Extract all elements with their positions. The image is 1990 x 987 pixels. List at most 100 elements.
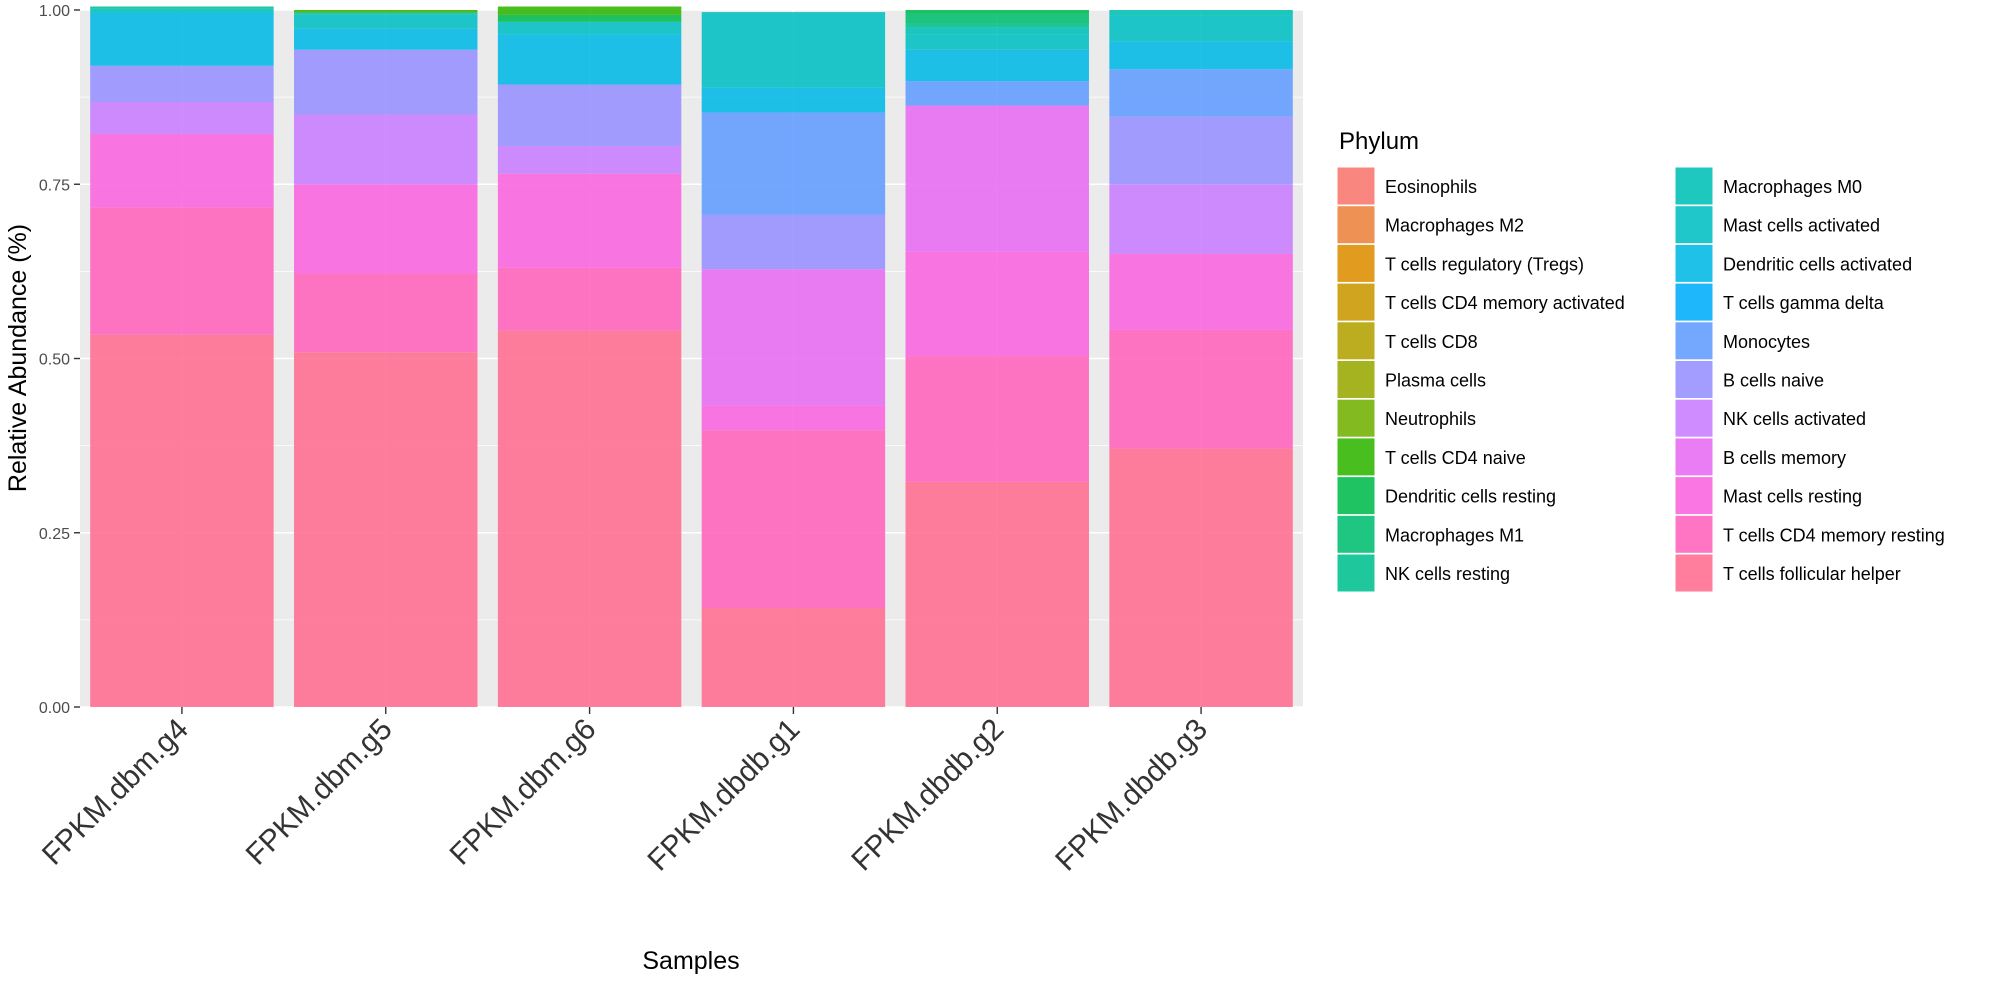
legend-key (1336, 476, 1376, 516)
legend-key (1674, 243, 1714, 283)
legend-label: T cells gamma delta (1723, 293, 1885, 313)
x-tick-label: FPKM.dbm.g4 (36, 713, 195, 872)
legend-key (1336, 282, 1376, 322)
y-tick-label: 1.00 (39, 3, 70, 20)
x-axis: FPKM.dbm.g4 FPKM.dbm.g5 FPKM.dbm.g6 FPKM.db… (36, 707, 1214, 877)
legend-key (1336, 514, 1376, 554)
legend-label: Macrophages M2 (1385, 216, 1524, 236)
bar-segment (905, 81, 1089, 106)
bar-segment (497, 330, 682, 707)
bar-segment (1109, 69, 1293, 117)
bar-segment (701, 13, 886, 88)
legend-key (1336, 437, 1376, 477)
bar-segment (497, 84, 682, 146)
x-tick-label: FPKM.dbm.g6 (444, 713, 603, 872)
legend-label: Neutrophils (1385, 409, 1476, 429)
legend-label: T cells CD4 naive (1385, 448, 1526, 468)
legend-label: Dendritic cells resting (1385, 487, 1556, 507)
legend-title: Phylum (1339, 128, 1419, 155)
legend-label: Dendritic cells activated (1723, 254, 1912, 274)
bar-segment (294, 114, 478, 185)
legend-key (1674, 205, 1714, 245)
legend-label: T cells CD4 memory activated (1385, 293, 1625, 313)
bar-segment (294, 14, 478, 29)
bar-segment (90, 10, 274, 14)
bar-segment (905, 34, 1089, 50)
x-tick-label: FPKM.dbm.g5 (240, 713, 399, 872)
legend-key (1674, 476, 1714, 516)
legend-label: T cells CD4 memory resting (1723, 525, 1945, 545)
bar-segment (701, 12, 886, 14)
legend-key (1336, 321, 1376, 361)
legend-key (1336, 166, 1376, 206)
bar-segment (701, 608, 886, 707)
bar-segment (905, 27, 1089, 35)
bar-segment (90, 102, 274, 135)
x-axis-title: Samples (642, 947, 739, 975)
bar-segment (90, 13, 274, 66)
bar-segment (701, 430, 886, 609)
bar-segment (1109, 253, 1293, 330)
legend-label: B cells naive (1723, 371, 1824, 391)
legend-label: Monocytes (1723, 332, 1810, 352)
bar-segment (1109, 10, 1293, 16)
bar-segment (497, 267, 682, 331)
legend-key (1336, 360, 1376, 399)
bar-segment (905, 23, 1089, 28)
bar-segment (497, 145, 682, 174)
bar-segment (90, 6, 274, 9)
bar-segment (497, 173, 682, 268)
legend-key (1336, 553, 1376, 593)
bar-segment (905, 10, 1089, 14)
bar-segment (294, 184, 478, 274)
y-tick-label: 0.00 (39, 700, 70, 717)
bar-segment (1109, 448, 1293, 707)
legend-key (1674, 321, 1714, 361)
legend-key (1336, 205, 1376, 245)
bar-segment (701, 87, 886, 113)
bar-segment (294, 12, 478, 15)
legend-key (1674, 360, 1714, 399)
bar-segment (905, 481, 1089, 707)
bar-segment (90, 334, 274, 707)
legend-label: Mast cells activated (1723, 216, 1880, 236)
legend-label: NK cells resting (1385, 564, 1510, 584)
legend-key (1674, 553, 1714, 593)
legend-label: Mast cells resting (1723, 487, 1862, 507)
y-tick-label: 0.75 (39, 177, 70, 194)
legend-key (1336, 243, 1376, 283)
x-tick-label: FPKM.dbdb.g1 (642, 713, 807, 878)
legend-key (1674, 514, 1714, 554)
bar-segment (905, 13, 1089, 24)
bar-segment (1109, 116, 1293, 185)
y-axis-title: Relative Abundance (%) (4, 224, 32, 492)
bar-segment (1109, 41, 1293, 70)
legend-key (1336, 398, 1376, 438)
legend: Phylum Eosinophils Macrophages M2 T cells … (1336, 128, 1945, 593)
y-axis: 0.00 0.25 0.50 0.75 1.00 (39, 3, 80, 717)
bar-segment (701, 269, 886, 406)
bar-segment (497, 14, 682, 22)
bar-segment (294, 28, 478, 50)
bar-segment (701, 405, 886, 431)
bar-segment (497, 21, 682, 35)
legend-label: Macrophages M0 (1723, 177, 1862, 197)
bar-segment (90, 8, 274, 10)
legend-label: Macrophages M1 (1385, 525, 1524, 545)
legend-key (1674, 398, 1714, 438)
bar-segment (497, 34, 682, 85)
bar-segment (294, 352, 478, 707)
bar-segment (905, 105, 1089, 252)
bars-group (90, 6, 1293, 707)
bar-segment (294, 273, 478, 353)
bar-segment (1109, 15, 1293, 42)
legend-key (1674, 437, 1714, 477)
bar-segment (90, 134, 274, 208)
bar-segment (90, 65, 274, 103)
bar-segment (1109, 184, 1293, 254)
legend-label: B cells memory (1723, 448, 1846, 468)
x-tick-label: FPKM.dbdb.g2 (845, 713, 1010, 878)
legend-label: NK cells activated (1723, 409, 1866, 429)
bar-segment (701, 214, 886, 270)
